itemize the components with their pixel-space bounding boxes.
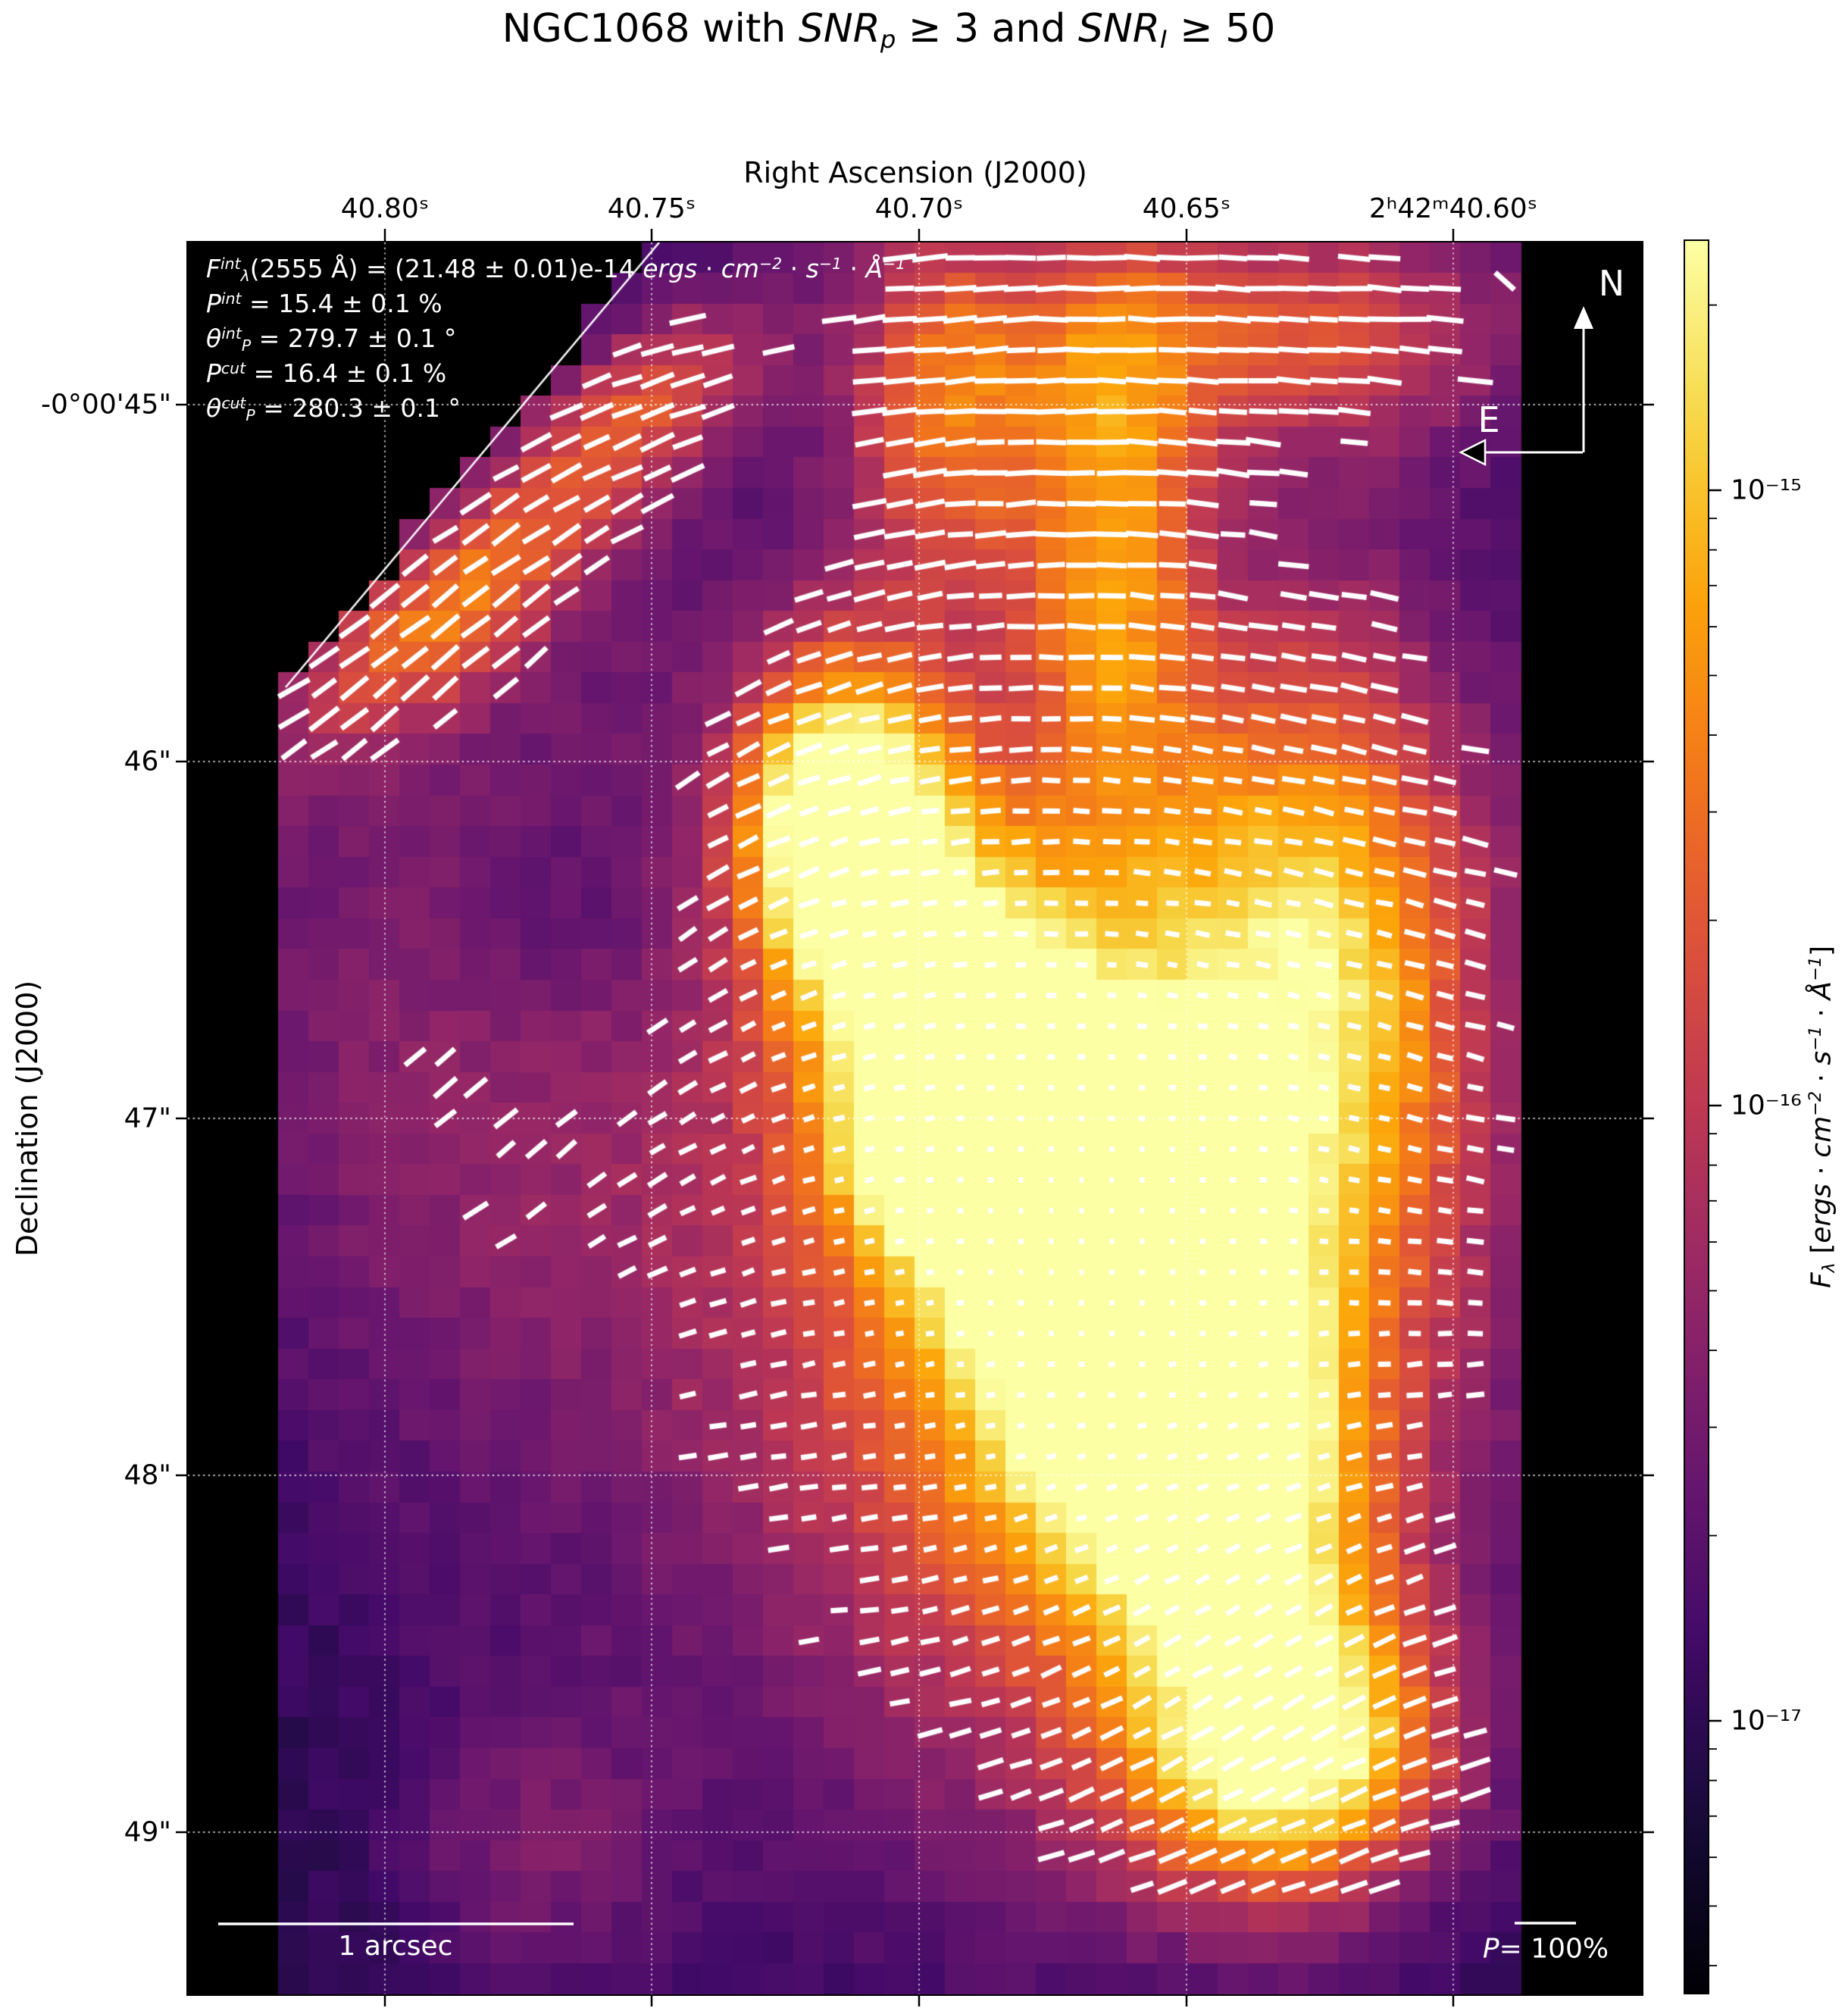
east-arrow-icon — [1459, 438, 1487, 467]
dec-tick-label: 49" — [124, 1816, 171, 1848]
polarization-legend-label: P= 100% — [1482, 1933, 1609, 1965]
axis-ticks — [176, 229, 1721, 2006]
compass-icon — [1459, 306, 1593, 467]
dec-tick-label: -0°00'45" — [41, 389, 171, 421]
ra-tick-label: 40.80ˢ — [340, 193, 430, 224]
figure-title: NGC1068 with SNRp ≥ 3 and SNRI ≥ 50 — [502, 6, 1276, 55]
colorbar-tick-label: 10⁻¹⁶ — [1731, 1090, 1802, 1121]
annotation-line: Fintλ(2555 Å) = (21.48 ± 0.01)e-14 ergs … — [206, 254, 906, 286]
integrated-stats-annotation: Fintλ(2555 Å) = (21.48 ± 0.01)e-14 ergs … — [206, 252, 905, 426]
compass-east-label: E — [1477, 399, 1500, 440]
colorbar — [1684, 239, 1709, 1994]
ra-axis-title: Right Ascension (J2000) — [743, 156, 1087, 189]
ra-tick-label: 40.75ˢ — [607, 193, 696, 224]
flux-polarization-map — [188, 242, 1642, 1994]
annotation-line: Pcut = 16.4 ± 0.1 % — [206, 358, 447, 388]
ra-tick-label: 2ʰ42ᵐ40.60ˢ — [1368, 193, 1538, 224]
dec-tick-label: 47" — [124, 1103, 171, 1134]
ra-tick-label: 40.65ˢ — [1142, 193, 1231, 224]
annotation-line: Pint = 15.4 ± 0.1 % — [206, 289, 442, 318]
north-arrow-icon — [1574, 306, 1593, 329]
colorbar-tick-label: 10⁻¹⁵ — [1731, 474, 1802, 506]
annotation-line: θcutP = 280.3 ± 0.1 ° — [206, 393, 461, 425]
annotation-line: θintP = 279.7 ± 0.1 ° — [206, 324, 457, 355]
dec-tick-label: 46" — [124, 746, 171, 777]
ra-tick-label: 40.70ˢ — [874, 193, 964, 224]
colorbar-tick-label: 10⁻¹⁷ — [1731, 1705, 1802, 1737]
scalebar-label: 1 arcsec — [338, 1931, 453, 1962]
compass-north-label: N — [1598, 263, 1625, 304]
dec-tick-label: 48" — [124, 1459, 171, 1491]
